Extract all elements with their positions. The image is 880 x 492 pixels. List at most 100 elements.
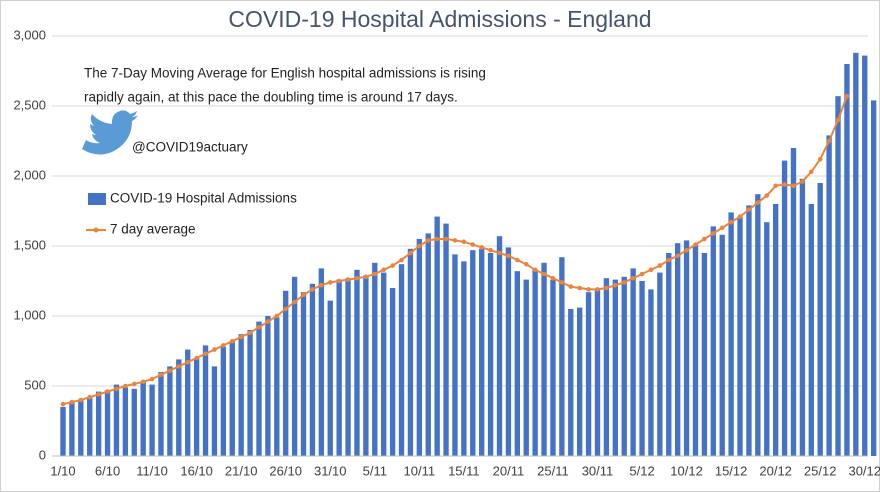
average-point (114, 386, 119, 392)
average-point (60, 401, 66, 407)
average-point (158, 372, 164, 378)
bar (256, 321, 262, 456)
x-tick-label: 5/12 (629, 463, 654, 478)
average-point (283, 306, 289, 312)
bar (176, 359, 182, 456)
y-tick-label: 500 (24, 377, 46, 392)
bar (719, 234, 725, 456)
average-point (185, 359, 191, 365)
average-point (69, 399, 75, 405)
bar (345, 278, 351, 456)
average-point (301, 292, 306, 298)
average-point (399, 257, 404, 263)
average-point (212, 347, 217, 352)
average-point (87, 394, 93, 400)
average-point (568, 284, 574, 289)
average-point (746, 207, 752, 212)
bar (300, 292, 307, 456)
x-tick-label: 10/12 (670, 463, 703, 478)
average-point (319, 282, 324, 288)
bar (113, 384, 120, 456)
y-tick-label: 1,500 (13, 237, 46, 252)
average-point (167, 368, 173, 373)
bar (229, 341, 235, 456)
average-point (666, 257, 672, 263)
bar (541, 262, 547, 456)
average-point (470, 242, 476, 247)
bar (808, 204, 814, 456)
bar (398, 264, 405, 456)
average-point (443, 236, 449, 242)
average-point (105, 389, 110, 394)
bar (568, 309, 574, 456)
average-point (194, 355, 199, 361)
bar (612, 279, 618, 456)
bar (336, 279, 342, 456)
average-point (131, 381, 137, 387)
bar (238, 334, 244, 456)
average-point (808, 169, 814, 175)
average-point (550, 275, 556, 281)
average-point (595, 287, 600, 292)
average-point (835, 117, 841, 123)
average-point (639, 271, 645, 277)
average-point (541, 271, 547, 277)
bar (407, 248, 414, 456)
bar (443, 223, 449, 456)
x-tick-label: 30/11 (582, 463, 614, 478)
average-point (613, 282, 618, 288)
average-point (256, 324, 262, 330)
average-point (327, 280, 333, 285)
bar (122, 387, 129, 456)
bar (363, 275, 369, 456)
average-point (826, 138, 832, 144)
average-point (559, 280, 565, 285)
average-point (737, 214, 743, 219)
average-point (586, 287, 591, 292)
bar (95, 391, 102, 456)
average-point (532, 267, 538, 273)
x-tick-label: 11/10 (136, 463, 168, 478)
bar (648, 289, 654, 456)
bar (220, 346, 227, 456)
x-tick-label: 10/11 (404, 463, 436, 478)
average-point (702, 236, 707, 242)
x-tick-label: 20/11 (493, 463, 525, 478)
bar (505, 247, 512, 456)
bar (140, 381, 146, 456)
bar (728, 212, 734, 456)
legend-swatch (93, 227, 99, 233)
bar (78, 400, 84, 456)
average-point (719, 225, 725, 231)
bar (594, 289, 601, 456)
average-point (247, 330, 253, 336)
bar (274, 317, 280, 456)
average-point (292, 299, 297, 305)
y-tick-label: 1,000 (13, 307, 46, 322)
average-point (711, 231, 716, 236)
bar (185, 349, 191, 456)
bar (657, 272, 663, 456)
average-point (408, 250, 413, 256)
average-point (523, 261, 529, 267)
bar (772, 204, 779, 456)
bar (60, 407, 66, 456)
bar (354, 269, 360, 456)
bar (372, 262, 378, 456)
x-tick-label: 15/12 (715, 463, 748, 478)
bar (265, 316, 271, 456)
bar (514, 271, 520, 456)
bar (487, 253, 494, 456)
bar (496, 236, 503, 456)
bar (291, 276, 298, 456)
average-point (229, 338, 235, 344)
bar (131, 388, 137, 456)
annotation: rapidly again, at this pace the doubling… (84, 90, 458, 105)
average-point (488, 247, 493, 253)
bar (862, 55, 868, 456)
average-point (381, 267, 386, 273)
average-point (479, 245, 484, 250)
bar (461, 261, 467, 456)
average-point (791, 183, 796, 189)
bar (211, 366, 218, 456)
